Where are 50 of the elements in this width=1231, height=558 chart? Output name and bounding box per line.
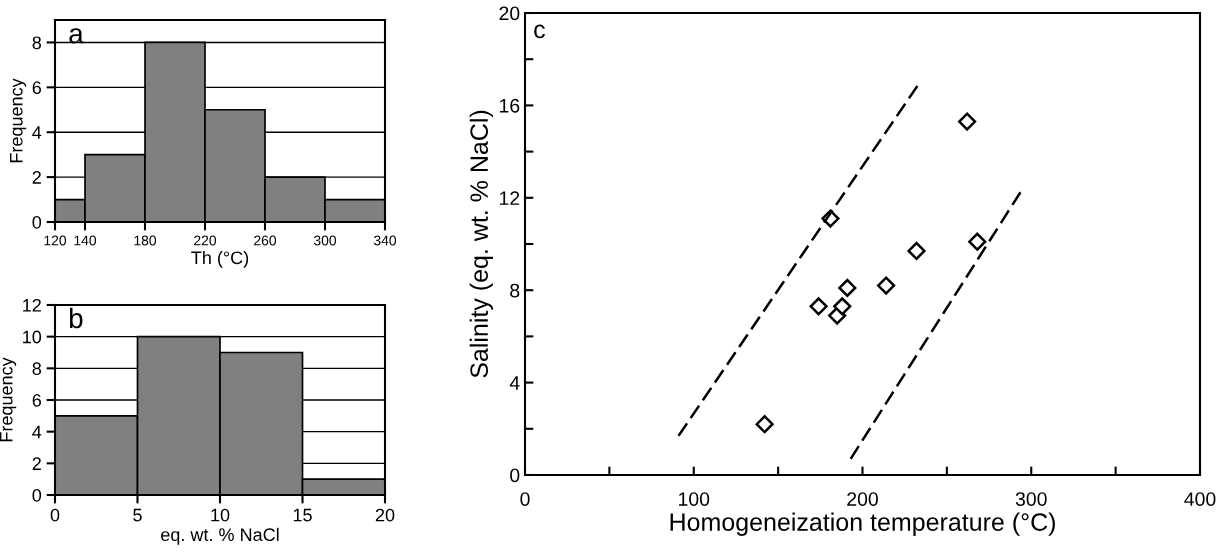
x-tick-label: 10 xyxy=(211,508,230,522)
y-tick-label: 0 xyxy=(510,468,520,483)
y-tick-label: 12 xyxy=(500,191,520,205)
x-tick-label: 140 xyxy=(74,235,97,246)
annotation: c xyxy=(534,24,545,39)
x-tick-label: 100 xyxy=(679,492,710,506)
x-axis-title: Homogeneization temperature (°C) xyxy=(670,512,1055,536)
point xyxy=(877,276,896,295)
point xyxy=(838,278,857,297)
y-tick-label: 8 xyxy=(32,36,42,50)
point xyxy=(833,297,852,316)
y-tick-label: 2 xyxy=(32,457,41,470)
y-tick-label: 8 xyxy=(510,283,520,298)
point xyxy=(958,112,977,131)
x-tick-label: 220 xyxy=(194,235,217,246)
x-tick-label: 300 xyxy=(1015,492,1047,506)
y-tick-label: 6 xyxy=(32,393,42,407)
y-tick-label: 4 xyxy=(32,425,42,439)
y-axis-title: Frequency xyxy=(0,357,17,442)
y-tick-label: 16 xyxy=(500,98,520,113)
annotation: b xyxy=(69,307,83,329)
y-tick-label: 10 xyxy=(23,330,42,344)
x-tick-label: 5 xyxy=(133,508,142,522)
x-tick-label: 15 xyxy=(293,508,312,522)
y-tick-label: 4 xyxy=(32,126,42,139)
x-tick-label: 20 xyxy=(375,508,395,522)
y-tick-label: 12 xyxy=(23,298,41,312)
x-tick-label: 400 xyxy=(1184,492,1216,506)
x-tick-label: 200 xyxy=(847,492,878,506)
x-axis-title: eq. wt. % NaCl xyxy=(161,527,279,545)
x-tick-label: 340 xyxy=(373,235,397,246)
y-tick-label: 8 xyxy=(32,362,42,376)
y-tick-label: 20 xyxy=(499,6,520,21)
x-tick-label: 0 xyxy=(520,492,530,506)
y-axis-title: Frequency xyxy=(10,78,27,163)
x-tick-label: 0 xyxy=(50,508,60,522)
x-axis-title: Th (°C) xyxy=(191,250,249,268)
x-tick-label: 180 xyxy=(134,235,157,246)
x-tick-label: 260 xyxy=(254,235,277,246)
point xyxy=(968,232,987,251)
y-tick-label: 2 xyxy=(32,171,41,184)
point xyxy=(755,415,774,434)
y-tick-label: 6 xyxy=(32,81,42,95)
y-axis-title: Salinity (eq. wt. % NaCl) xyxy=(469,110,493,378)
y-tick-label: 4 xyxy=(509,376,520,390)
point xyxy=(809,297,828,316)
x-tick-label: 120 xyxy=(44,235,67,246)
y-tick-label: 0 xyxy=(32,215,42,229)
point xyxy=(907,241,926,261)
x-tick-label: 300 xyxy=(313,235,337,246)
